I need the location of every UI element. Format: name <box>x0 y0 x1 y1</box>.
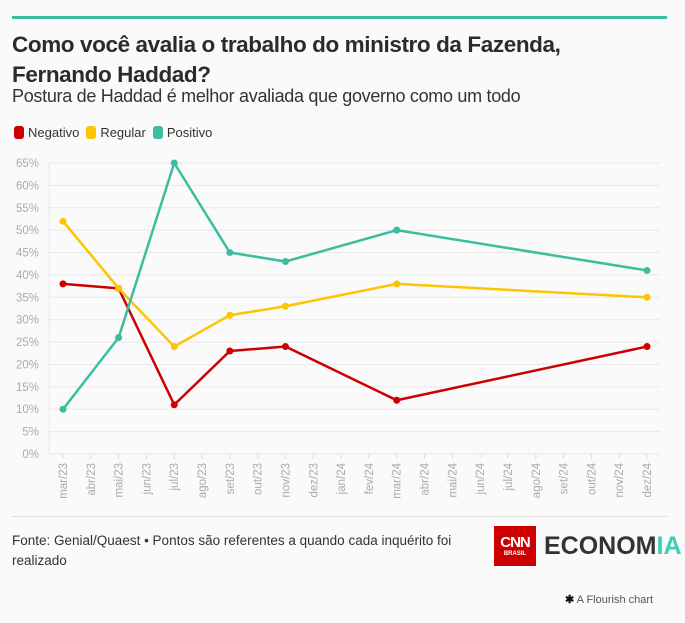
x-tick-label: mai/23 <box>114 463 126 498</box>
data-point-negativo <box>170 401 178 409</box>
data-point-negativo <box>59 280 67 288</box>
x-tick-label: jun/23 <box>141 463 153 495</box>
y-tick-label: 20% <box>16 359 39 371</box>
x-tick-label: nov/23 <box>280 463 292 498</box>
y-tick-label: 5% <box>22 427 39 439</box>
x-tick-label: abr/23 <box>86 463 98 496</box>
y-tick-label: 15% <box>16 382 39 394</box>
x-tick-label: mai/24 <box>447 462 459 497</box>
x-tick-label: nov/24 <box>614 462 626 497</box>
source-note: Fonte: Genial/Quaest • Pontos são refere… <box>12 533 452 568</box>
data-point-regular <box>281 302 289 310</box>
data-point-regular <box>59 217 67 225</box>
x-tick-label: mar/23 <box>58 463 70 499</box>
x-tick-label: ago/23 <box>197 463 209 498</box>
data-point-positivo <box>643 266 651 274</box>
cnn-logo-text: CNN <box>500 533 530 551</box>
x-tick-label: jan/24 <box>336 462 348 495</box>
data-point-negativo <box>643 343 651 351</box>
data-point-positivo <box>281 257 289 265</box>
data-point-positivo <box>59 405 67 413</box>
y-tick-label: 50% <box>16 225 39 237</box>
legend-item-negativo[interactable]: Negativo <box>14 125 79 140</box>
line-chart: 0% 5% 10% 15% 20% 25% 30% 35% 40% 45% 50% 55% 60% 65%… <box>16 158 660 499</box>
y-tick-label: 0% <box>22 449 39 461</box>
y-tick-label: 60% <box>16 180 39 192</box>
data-point-negativo <box>281 343 289 351</box>
y-tick-label: 45% <box>16 248 39 260</box>
chart-subtitle: Postura de Haddad é melhor avaliada que … <box>12 86 521 106</box>
data-point-negativo <box>393 396 401 404</box>
x-tick-label: fev/24 <box>364 462 376 494</box>
x-tick-label: mar/24 <box>392 462 404 498</box>
y-tick-label: 35% <box>16 292 39 304</box>
top-accent-bar <box>12 16 667 19</box>
y-tick-label: 25% <box>16 337 39 349</box>
y-tick-label: 55% <box>16 203 39 215</box>
legend-label: Negativo <box>28 125 80 140</box>
data-point-regular <box>393 280 401 288</box>
data-point-regular <box>115 284 123 292</box>
legend-item-regular[interactable]: Regular <box>86 125 146 140</box>
data-point-regular <box>170 343 178 351</box>
cnn-brasil-logo: CNN BRASIL <box>494 526 536 566</box>
data-point-positivo <box>393 226 401 234</box>
legend-swatch-negativo <box>14 126 24 139</box>
x-tick-label: set/23 <box>225 463 237 494</box>
legend-item-positivo[interactable]: Positivo <box>152 125 213 140</box>
data-point-negativo <box>226 347 234 355</box>
footer-divider <box>12 516 667 517</box>
flourish-icon: ✱ <box>565 594 575 606</box>
x-tick-label: out/23 <box>253 463 265 495</box>
data-point-regular <box>226 311 234 319</box>
y-tick-label: 65% <box>16 158 39 170</box>
y-tick-label: 10% <box>16 404 39 416</box>
x-tick-label: dez/23 <box>308 463 320 498</box>
legend-label: Regular <box>100 125 146 140</box>
x-tick-label: jul/23 <box>169 463 181 492</box>
legend: Negativo Regular Positivo <box>14 125 219 140</box>
chart-title: Como você avalia o trabalho do ministro … <box>12 32 561 87</box>
cnn-logo-subtext: BRASIL <box>503 550 527 557</box>
cnn-economia-logo: CNN BRASIL ECONOMIA <box>494 526 682 566</box>
data-point-positivo <box>226 249 234 257</box>
economia-accent: IA <box>656 531 682 560</box>
data-point-positivo <box>170 159 178 167</box>
legend-label: Positivo <box>166 125 213 140</box>
legend-swatch-regular <box>86 126 97 139</box>
x-tick-label: out/24 <box>586 462 598 495</box>
x-tick-label: set/24 <box>559 462 571 494</box>
flourish-credit[interactable]: ✱ A Flourish chart <box>565 593 653 606</box>
data-point-regular <box>643 293 651 301</box>
y-tick-label: 30% <box>16 315 39 327</box>
x-tick-label: jul/24 <box>503 462 515 491</box>
flourish-label: A Flourish chart <box>576 594 654 606</box>
economia-main: ECONOM <box>544 531 657 560</box>
x-tick-label: jun/24 <box>475 462 487 495</box>
x-tick-label: dez/24 <box>642 462 654 497</box>
data-point-positivo <box>115 334 123 342</box>
x-tick-label: abr/24 <box>420 462 432 495</box>
y-tick-label: 40% <box>16 270 39 282</box>
economia-logo-text: ECONOMIA <box>544 532 682 561</box>
legend-swatch-positivo <box>152 126 163 139</box>
x-tick-label: ago/24 <box>531 462 543 498</box>
series-line-positivo <box>62 161 648 410</box>
